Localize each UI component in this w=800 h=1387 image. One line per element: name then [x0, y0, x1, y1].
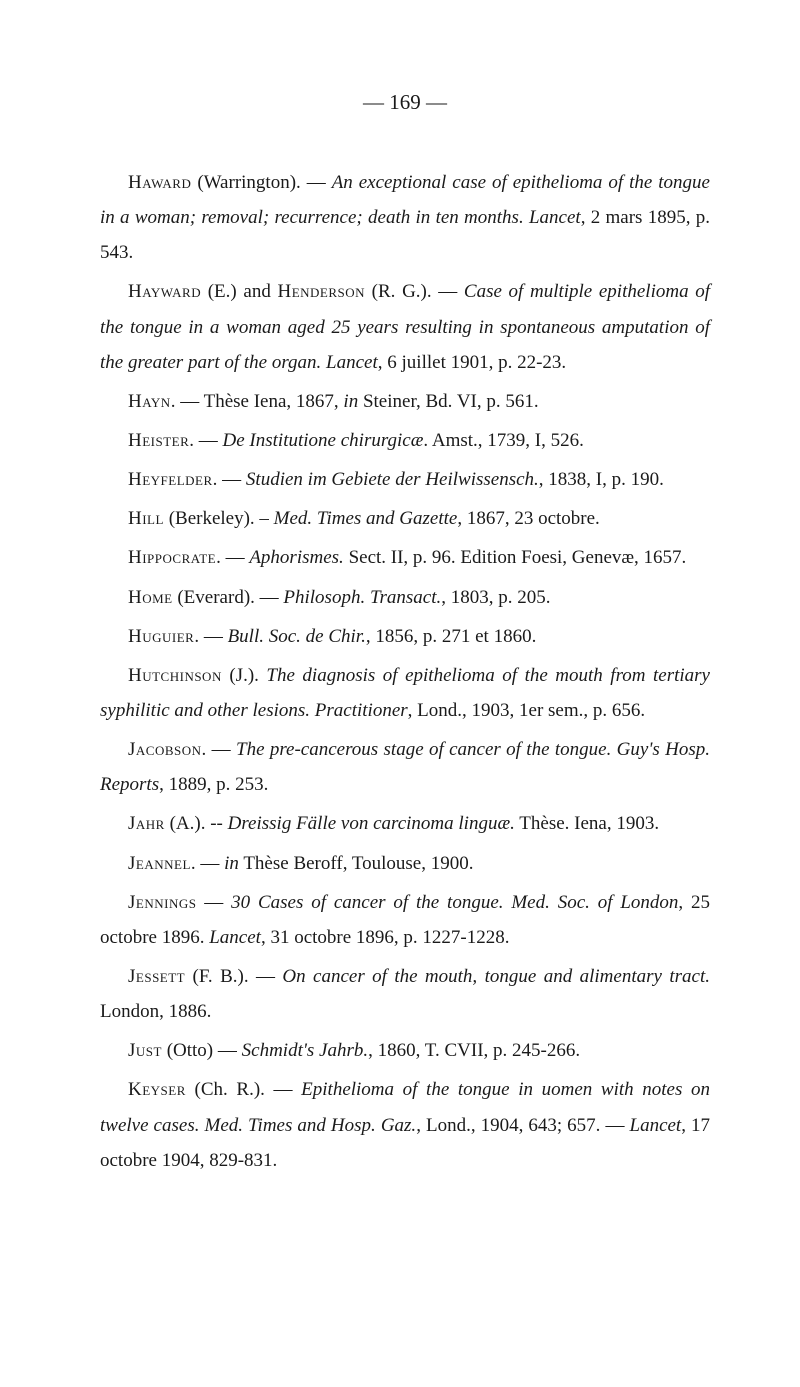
entry-title: Aphorismes.	[249, 547, 343, 568]
entry-text: , 1860, T. CVII, p. 245-266.	[368, 1040, 580, 1061]
bibliography-entry: Heyfelder. — Studien im Gebiete der Heil…	[100, 462, 710, 497]
author-name: Hayward	[128, 281, 201, 302]
entry-text: (Ch. R.). —	[186, 1079, 301, 1100]
author-name: Hutchinson	[128, 665, 222, 686]
entry-text: (E.) and	[201, 281, 277, 302]
entry-text: , 6 juillet 1901, p. 22-23.	[378, 352, 566, 373]
entry-text: Sect. II, p. 96. Edition Foesi, Genevæ, …	[344, 547, 687, 568]
author-name: Hayn	[128, 391, 171, 412]
entry-text: (F. B.). —	[185, 966, 282, 987]
entry-title: in	[224, 853, 239, 874]
entry-title: in	[343, 391, 358, 412]
author-name: Jacobson	[128, 739, 202, 760]
entry-text: . —	[189, 430, 222, 451]
bibliography-entry: Hutchinson (J.). The diagnosis of epithe…	[100, 658, 710, 728]
entry-text: , Lond., 1904, 643; 657. —	[416, 1115, 629, 1136]
entry-title: Studien im Gebiete der Heilwissensch.	[246, 469, 539, 490]
entry-text: . —	[202, 739, 236, 760]
author-name: Jessett	[128, 966, 185, 987]
author-name: Henderson	[277, 281, 365, 302]
entry-text: (R. G.). —	[365, 281, 464, 302]
bibliography-entry: Just (Otto) — Schmidt's Jahrb., 1860, T.…	[100, 1033, 710, 1068]
bibliography-entry: Hill (Berkeley). – Med. Times and Gazett…	[100, 501, 710, 536]
entry-text: , Lond., 1903, 1er sem., p. 656.	[408, 700, 645, 721]
entry-text: . — Thèse Iena, 1867,	[171, 391, 344, 412]
entry-title: De Institutione chirurgicæ	[223, 430, 424, 451]
entry-text: London, 1886.	[100, 1001, 211, 1022]
entry-text: . —	[194, 626, 227, 647]
entry-text: —	[196, 892, 231, 913]
author-name: Huguier	[128, 626, 194, 647]
author-name: Jennings	[128, 892, 196, 913]
entry-text: (Otto) —	[162, 1040, 242, 1061]
entry-text: Thèse Beroff, Toulouse, 1900.	[239, 853, 474, 874]
bibliography-entry: Heister. — De Institutione chirurgicæ. A…	[100, 423, 710, 458]
entry-title: 30 Cases of cancer of the tongue. Med. S…	[231, 892, 678, 913]
author-name: Hippocrate	[128, 547, 216, 568]
entry-text: , 1867, 23 octobre.	[457, 508, 599, 529]
entry-text: Steiner, Bd. VI, p. 561.	[358, 391, 538, 412]
entry-text: . —	[191, 853, 224, 874]
entry-text: , 1889, p. 253.	[159, 774, 268, 795]
entry-text: Thèse. Iena, 1903.	[515, 813, 659, 834]
author-name: Jeannel	[128, 853, 191, 874]
entry-title: On cancer of the mouth, tongue and alime…	[282, 966, 710, 987]
bibliography-entry: Keyser (Ch. R.). — Epithelioma of the to…	[100, 1072, 710, 1177]
bibliography-entry: Huguier. — Bull. Soc. de Chir., 1856, p.…	[100, 619, 710, 654]
entry-text: , 1856, p. 271 et 1860.	[366, 626, 536, 647]
author-name: Hill	[128, 508, 164, 529]
entry-text: , 1838, I, p. 190.	[539, 469, 664, 490]
bibliography-entry: Hippocrate. — Aphorismes. Sect. II, p. 9…	[100, 540, 710, 575]
entry-text: (Everard). —	[173, 587, 284, 608]
entry-text: , 31 octobre 1896, p. 1227-1228.	[261, 927, 510, 948]
bibliography-entry: Jahr (A.). -- Dreissig Fälle von carcino…	[100, 806, 710, 841]
entry-title: Dreissig Fälle von carcinoma linguæ.	[228, 813, 515, 834]
entry-title: Bull. Soc. de Chir.	[228, 626, 366, 647]
author-name: Home	[128, 587, 173, 608]
entry-text: , 1803, p. 205.	[441, 587, 550, 608]
entry-text: (J.).	[222, 665, 267, 686]
entry-title: Med. Times and Gazette	[274, 508, 458, 529]
entry-title: Lancet	[630, 1115, 682, 1136]
bibliography-entry: Hayward (E.) and Henderson (R. G.). — Ca…	[100, 274, 710, 379]
entry-title: Schmidt's Jahrb.	[242, 1040, 369, 1061]
author-name: Haward	[128, 172, 191, 193]
bibliography-entry: Hayn. — Thèse Iena, 1867, in Steiner, Bd…	[100, 384, 710, 419]
entry-text: . —	[213, 469, 246, 490]
author-name: Jahr	[128, 813, 165, 834]
author-name: Heyfelder	[128, 469, 213, 490]
entry-text: . Amst., 1739, I, 526.	[423, 430, 583, 451]
author-name: Keyser	[128, 1079, 186, 1100]
bibliography-entry: Jessett (F. B.). — On cancer of the mout…	[100, 959, 710, 1029]
bibliography-entry: Jennings — 30 Cases of cancer of the ton…	[100, 885, 710, 955]
entry-title: Philosoph. Transact.	[283, 587, 441, 608]
bibliography-entry: Home (Everard). — Philosoph. Transact., …	[100, 580, 710, 615]
entry-text: (A.). --	[165, 813, 228, 834]
bibliography-entry: Haward (Warrington). — An exceptional ca…	[100, 165, 710, 270]
bibliography-content: Haward (Warrington). — An exceptional ca…	[100, 165, 710, 1178]
entry-text: (Berkeley). –	[164, 508, 274, 529]
entry-title: Lancet	[209, 927, 261, 948]
author-name: Heister	[128, 430, 189, 451]
bibliography-entry: Jeannel. — in Thèse Beroff, Toulouse, 19…	[100, 846, 710, 881]
entry-text: . —	[216, 547, 249, 568]
page-number: — 169 —	[100, 90, 710, 115]
bibliography-entry: Jacobson. — The pre-cancerous stage of c…	[100, 732, 710, 802]
entry-text: (Warrington). —	[191, 172, 331, 193]
author-name: Just	[128, 1040, 162, 1061]
